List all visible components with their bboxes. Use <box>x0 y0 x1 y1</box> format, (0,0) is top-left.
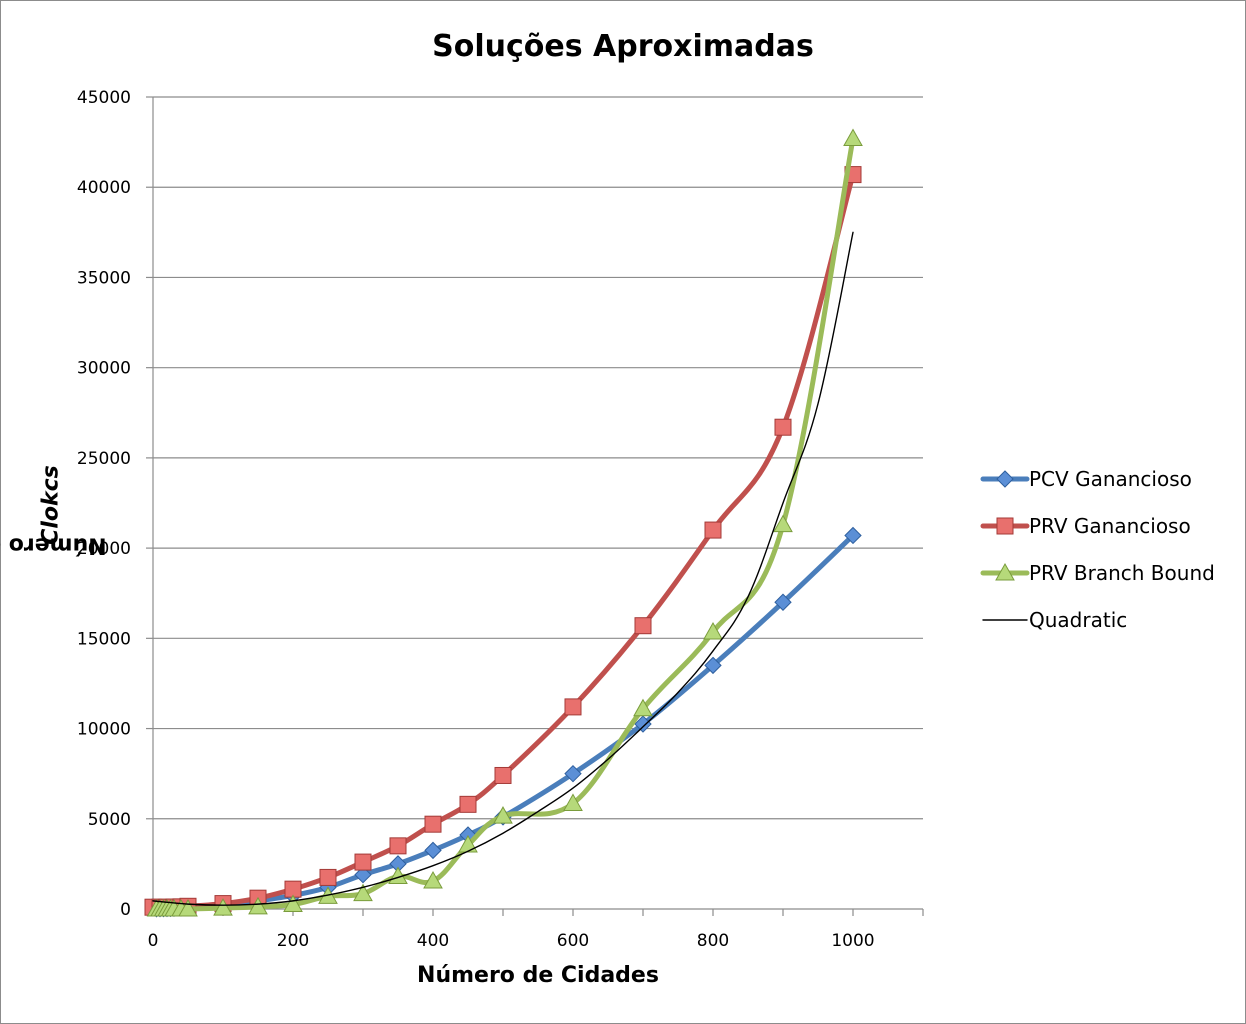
x-tick-label: 1000 <box>831 931 874 951</box>
data-point-2 <box>178 898 198 917</box>
y-tick-label: 5000 <box>88 810 131 830</box>
legend-label-3: Quadratic <box>1029 608 1127 632</box>
series-line-2 <box>154 136 856 912</box>
series-line-1 <box>150 172 856 910</box>
x-tick-label: 600 <box>557 931 589 951</box>
data-point-0 <box>704 656 722 675</box>
data-point-1 <box>634 617 652 635</box>
data-point-0 <box>424 841 442 860</box>
data-point-1 <box>704 521 722 539</box>
data-point-2 <box>248 896 268 915</box>
chart-title: Soluções Aproximadas <box>432 29 814 64</box>
data-point-1 <box>774 418 792 436</box>
legend-marker-2 <box>995 562 1015 581</box>
data-point-1 <box>459 795 477 813</box>
data-point-0 <box>564 764 582 783</box>
series-line-3 <box>152 231 854 906</box>
data-point-2 <box>353 883 373 902</box>
x-tick-label: 800 <box>697 931 729 951</box>
data-point-2 <box>563 793 583 811</box>
data-point-2 <box>493 806 513 824</box>
data-point-2 <box>633 698 653 717</box>
data-point-2 <box>703 621 723 640</box>
x-tick-label: 0 <box>148 931 159 951</box>
data-point-1 <box>424 815 442 833</box>
y-tick-label: 35000 <box>77 268 131 288</box>
data-point-0 <box>844 526 862 545</box>
legend-label-0: PCV Ganancioso <box>1029 467 1192 491</box>
y-tick-label: 40000 <box>77 178 131 198</box>
legend-label-1: PRV Ganancioso <box>1029 514 1191 538</box>
data-point-2 <box>843 128 863 147</box>
legend-label-2: PRV Branch Bound <box>1029 561 1215 585</box>
y-tick-label: 45000 <box>77 88 131 108</box>
y-tick-label: 20000 <box>77 539 131 559</box>
data-point-1 <box>494 766 512 784</box>
data-point-2 <box>283 894 303 912</box>
y-tick-label: 15000 <box>77 629 131 649</box>
data-point-2 <box>213 898 233 916</box>
legend-marker-0 <box>996 470 1014 488</box>
y-tick-label: 30000 <box>77 359 131 379</box>
data-point-1 <box>319 868 337 886</box>
data-point-1 <box>354 853 372 871</box>
x-tick-label: 400 <box>417 931 449 951</box>
y-tick-label: 0 <box>120 900 131 920</box>
x-tick-label: 200 <box>277 931 309 951</box>
data-point-2 <box>773 514 793 533</box>
data-point-0 <box>774 593 792 611</box>
y-tick-label: 10000 <box>77 720 131 740</box>
legend-marker-1 <box>996 517 1014 535</box>
data-point-2 <box>423 871 443 889</box>
series-line-0 <box>154 532 856 912</box>
data-point-1 <box>564 698 582 716</box>
y-tick-label: 25000 <box>77 449 131 469</box>
x-axis-label: Número de Cidades <box>417 963 659 988</box>
data-point-0 <box>354 866 372 884</box>
data-point-1 <box>389 837 407 855</box>
